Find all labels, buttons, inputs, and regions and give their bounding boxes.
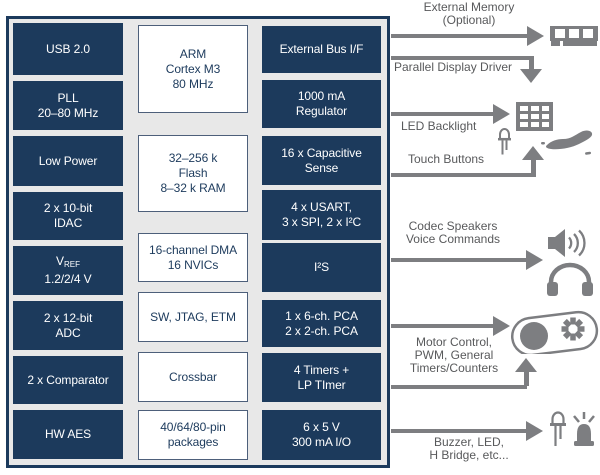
block-pca: 1 x 6-ch. PCA 2 x 2-ch. PCA [262, 300, 381, 347]
label-buzzer-led: Buzzer, LED, H Bridge, etc... [429, 435, 509, 462]
led-matrix-icon [516, 102, 553, 131]
vref-line1: VREF [56, 254, 80, 269]
ram-module-icon [550, 26, 598, 46]
arrow-touch-buttons-vertical [531, 160, 536, 174]
arrowhead-led-backlight [493, 104, 510, 124]
label-external-memory: External Memory (Optional) [423, 0, 515, 27]
arrow-parallel-display-vertical [529, 56, 534, 70]
arrowhead-external-memory [527, 26, 544, 46]
block-flash-ram: 32–256 k Flash 8–32 k RAM [138, 135, 248, 212]
led-icon [498, 128, 511, 155]
arrow-led-backlight [391, 112, 494, 116]
block-io: 6 x 5 V 300 mA I/O [262, 410, 381, 460]
block-usart-spi-i2c: 4 x USART, 3 x SPI, 2 x I²C [262, 190, 381, 240]
hand-touch-icon [541, 130, 593, 155]
block-usb: USB 2.0 [13, 23, 123, 75]
arrowhead-codec [526, 250, 543, 270]
label-codec-speakers: Codec Speakers Voice Commands [405, 219, 501, 246]
block-crossbar: Crossbar [138, 352, 248, 402]
block-debug: SW, JTAG, ETM [138, 292, 248, 342]
block-external-bus: External Bus I/F [262, 26, 381, 73]
block-arm-core: ARM Cortex M3 80 MHz [138, 25, 248, 113]
block-hw-aes: HW AES [13, 410, 123, 459]
siren-icon [573, 412, 595, 446]
label-motor-control: Motor Control, PWM, General Timers/Count… [409, 335, 499, 375]
speaker-icon [548, 229, 586, 257]
block-packages: 40/64/80-pin packages [138, 410, 248, 460]
arrowhead-timers [515, 358, 537, 372]
arrowhead-buzzer [526, 421, 543, 441]
block-cap-sense: 16 x Capacitive Sense [262, 136, 381, 185]
block-regulator: 1000 mA Regulator [262, 80, 381, 128]
label-led-backlight: LED Backlight [401, 119, 477, 133]
block-idac: 2 x 10-bit IDAC [13, 192, 123, 240]
vref-line2: 1.2/2/4 V [44, 272, 92, 286]
arrow-external-memory [391, 34, 528, 38]
label-touch-buttons: Touch Buttons [408, 152, 485, 166]
block-i2s: I²S [262, 243, 381, 292]
block-dma-nvic: 16-channel DMA 16 NVICs [138, 233, 248, 282]
arrow-parallel-display [391, 56, 534, 60]
label-parallel-display: Parallel Display Driver [394, 60, 513, 74]
mcu-panel: USB 2.0 PLL 20–80 MHz Low Power 2 x 10-b… [6, 16, 390, 468]
arrow-codec [391, 258, 527, 262]
motor-belt-icon [510, 310, 599, 354]
arrowhead-motor [493, 316, 510, 336]
block-adc: 2 x 12-bit ADC [13, 301, 123, 350]
led-icon-2 [550, 411, 566, 446]
block-vref: VREF 1.2/2/4 V [13, 246, 123, 295]
arrowhead-touch-buttons [522, 146, 544, 160]
arrow-touch-buttons [391, 173, 536, 177]
block-timers: 4 Timers + LP TImer [262, 353, 381, 402]
arrow-timers-vertical [524, 372, 529, 386]
arrow-buzzer [391, 429, 527, 433]
block-low-power: Low Power [13, 136, 123, 186]
arrow-motor [391, 324, 494, 328]
block-comparator: 2 x Comparator [13, 356, 123, 404]
arrowhead-parallel-display [520, 69, 542, 83]
block-pll: PLL 20–80 MHz [13, 81, 123, 130]
headphones-icon [547, 262, 593, 296]
arrow-timers [391, 385, 527, 389]
